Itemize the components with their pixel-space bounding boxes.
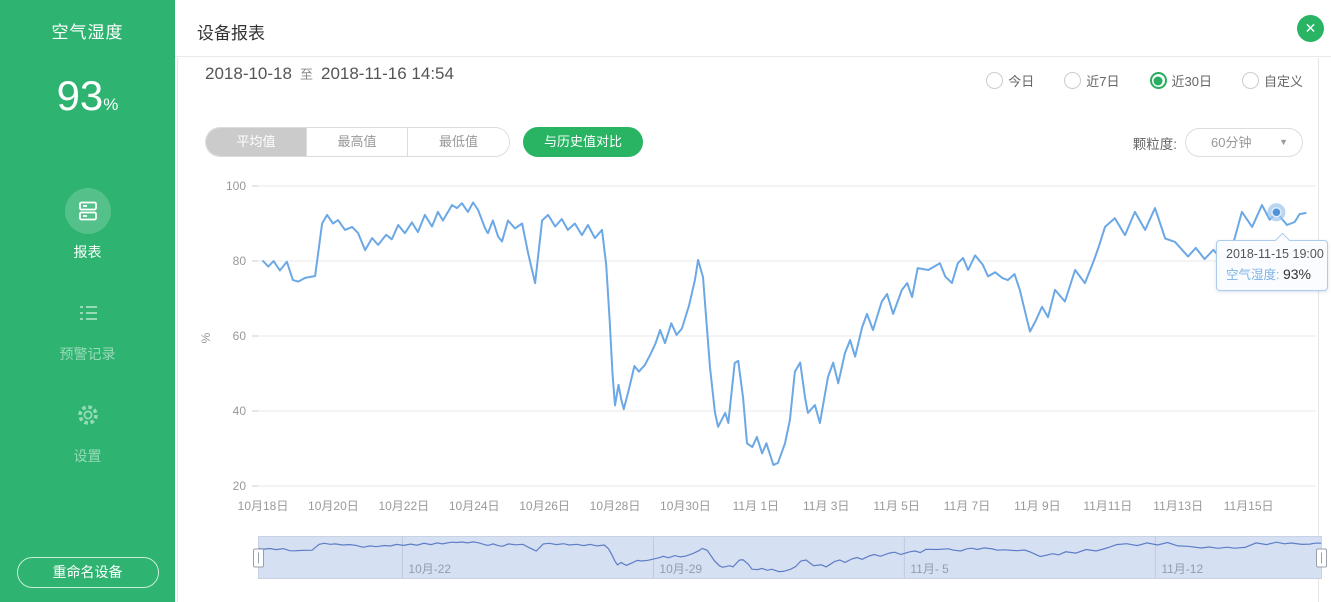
granularity-label: 颗粒度: bbox=[1132, 136, 1177, 152]
navigator-tick-label: 10月-22 bbox=[408, 562, 451, 576]
radio-last30days[interactable]: 近30日 bbox=[1149, 71, 1212, 90]
y-tick-label: 80 bbox=[233, 254, 247, 268]
rename-device-button[interactable]: 重命名设备 bbox=[16, 557, 159, 588]
x-tick-label: 10月18日 bbox=[238, 499, 289, 513]
date-range-display: 2018-10-18 至 2018-11-16 14:54 bbox=[205, 64, 454, 84]
radio-circle[interactable] bbox=[1241, 72, 1259, 89]
sidebar-item-settings[interactable]: 设置 bbox=[0, 392, 175, 466]
tooltip-separator: : bbox=[1276, 268, 1283, 282]
radio-circle-selected[interactable] bbox=[1149, 72, 1167, 89]
page-title: 设备报表 bbox=[197, 24, 265, 43]
sidebar-item-label: 预警记录 bbox=[59, 346, 116, 362]
tooltip-time: 2018-11-15 19:00 bbox=[1226, 247, 1324, 261]
x-tick-label: 11月 5日 bbox=[873, 499, 919, 513]
date-from: 2018-10-18 bbox=[205, 64, 292, 83]
radio-today[interactable]: 今日 bbox=[986, 71, 1034, 90]
metric-tab-group: 平均值 最高值 最低值 bbox=[205, 127, 510, 157]
navigator-series-line bbox=[258, 541, 1322, 573]
x-tick-label: 10月28日 bbox=[590, 499, 641, 513]
radio-circle[interactable] bbox=[1064, 72, 1082, 89]
close-icon[interactable]: ✕ bbox=[1297, 15, 1324, 42]
humidity-series-line bbox=[262, 201, 1307, 466]
settings-icon bbox=[65, 392, 111, 438]
alert-records-icon bbox=[65, 290, 111, 336]
hover-marker-dot bbox=[1271, 207, 1282, 218]
header-bar: 设备报表 bbox=[175, 0, 1331, 57]
y-tick-label: 60 bbox=[233, 329, 247, 343]
date-separator: 至 bbox=[299, 67, 313, 82]
panel-left-divider bbox=[177, 58, 178, 602]
tooltip-value-line: 空气湿度: 93% bbox=[1226, 264, 1322, 284]
radio-custom[interactable]: 自定义 bbox=[1241, 71, 1303, 90]
granularity-value: 60分钟 bbox=[1211, 135, 1252, 150]
x-tick-label: 11月 3日 bbox=[803, 499, 849, 513]
x-tick-label: 11月11日 bbox=[1083, 499, 1132, 513]
report-icon bbox=[64, 188, 111, 234]
radio-label: 近30日 bbox=[1171, 74, 1212, 89]
chevron-down-icon: ▼ bbox=[1279, 137, 1288, 147]
chart-tooltip: 2018-11-15 19:00 空气湿度: 93% bbox=[1216, 240, 1328, 291]
sidebar-item-report[interactable]: 报表 bbox=[0, 188, 175, 262]
tab-average[interactable]: 平均值 bbox=[206, 128, 307, 156]
y-tick-label: 40 bbox=[233, 404, 247, 418]
x-tick-label: 11月 1日 bbox=[733, 499, 779, 513]
y-tick-label: 20 bbox=[233, 479, 247, 493]
x-tick-label: 10月22日 bbox=[378, 499, 429, 513]
navigator-tick-label: 10月-29 bbox=[659, 562, 702, 576]
tooltip-value: 93% bbox=[1282, 266, 1311, 282]
x-tick-label: 10月26日 bbox=[519, 499, 570, 513]
x-tick-label: 11月 9日 bbox=[1014, 499, 1060, 513]
x-tick-label: 10月24日 bbox=[449, 499, 500, 513]
navigator-left-handle[interactable] bbox=[253, 548, 264, 567]
sidebar-menu: 报表 预警记录 设置 bbox=[0, 188, 175, 494]
sidebar-item-label: 报表 bbox=[73, 244, 102, 260]
x-tick-label: 11月 7日 bbox=[944, 499, 990, 513]
navigator-tick-label: 11月-12 bbox=[1161, 562, 1203, 576]
radio-label: 今日 bbox=[1008, 74, 1035, 89]
radio-label: 近7日 bbox=[1086, 74, 1120, 89]
tab-maximum[interactable]: 最高值 bbox=[307, 128, 408, 156]
navigator-tick-label: 11月- 5 bbox=[910, 562, 949, 576]
x-tick-label: 10月20日 bbox=[308, 499, 359, 513]
y-axis-name: % bbox=[199, 332, 213, 343]
panel-right-divider bbox=[1318, 58, 1319, 602]
x-tick-label: 10月30日 bbox=[660, 499, 711, 513]
x-tick-label: 11月15日 bbox=[1224, 499, 1274, 513]
current-humidity-value: 93% bbox=[0, 72, 175, 120]
humidity-number: 93 bbox=[56, 72, 104, 119]
compare-history-button[interactable]: 与历史值对比 bbox=[523, 127, 643, 157]
humidity-unit: % bbox=[103, 95, 119, 114]
navigator-mini-chart: 10月-22 10月-29 11月- 5 11月-12 bbox=[258, 537, 1322, 578]
tab-minimum[interactable]: 最低值 bbox=[408, 128, 509, 156]
sidebar-item-alert-records[interactable]: 预警记录 bbox=[0, 290, 175, 364]
datazoom-navigator[interactable]: 10月-22 10月-29 11月- 5 11月-12 bbox=[253, 536, 1327, 579]
y-tick-label: 100 bbox=[226, 179, 246, 193]
radio-last7days[interactable]: 近7日 bbox=[1064, 71, 1120, 90]
sidebar-item-label: 设置 bbox=[73, 448, 102, 464]
navigator-right-handle[interactable] bbox=[1316, 548, 1327, 567]
sidebar: 空气湿度 93% 报表 预警记录 bbox=[0, 0, 175, 602]
range-radio-group: 今日 近7日 近30日 自定义 bbox=[986, 71, 1303, 90]
x-tick-label: 11月13日 bbox=[1153, 499, 1203, 513]
tooltip-series-name: 空气湿度 bbox=[1226, 268, 1277, 282]
radio-circle[interactable] bbox=[986, 72, 1004, 89]
granularity-dropdown[interactable]: 60分钟 ▼ bbox=[1185, 128, 1303, 157]
humidity-line-chart[interactable]: 20 40 60 80 100% 10月18日 10月20日 10月22日 10月24日 10月2… bbox=[198, 170, 1318, 525]
granularity-control: 颗粒度: 60分钟 ▼ bbox=[1133, 128, 1303, 157]
date-to: 2018-11-16 14:54 bbox=[320, 64, 454, 83]
device-name: 空气湿度 bbox=[51, 23, 124, 42]
radio-label: 自定义 bbox=[1263, 74, 1303, 89]
